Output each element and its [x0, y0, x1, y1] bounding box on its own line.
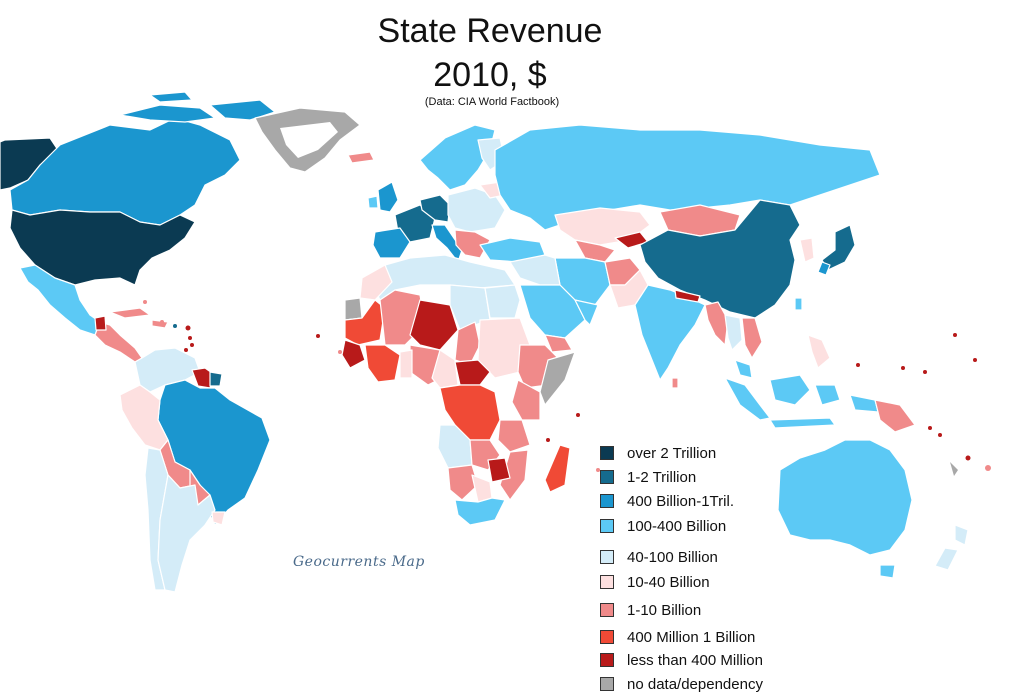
legend-item: 400 Million 1 Billion: [600, 627, 755, 647]
legend-label: 400 Billion-1Tril.: [627, 492, 734, 510]
legend-item: over 2 Trillion: [600, 443, 716, 463]
region-south-africa: [454, 497, 506, 526]
legend-label: 10-40 Billion: [627, 573, 710, 591]
region-new-zealand: [934, 524, 969, 571]
legend-swatch: [600, 575, 614, 589]
region-western-sahara: [344, 297, 363, 321]
region-germany: [419, 194, 451, 223]
legend-item: 10-40 Billion: [600, 572, 710, 592]
region-car: [454, 359, 491, 386]
region-malaysia: [734, 359, 753, 379]
region-india: [634, 284, 706, 381]
map-subtitle: 2010, $: [433, 56, 547, 94]
region-myanmar: [704, 301, 729, 346]
region-madagascar: [544, 444, 571, 493]
legend-swatch: [600, 494, 614, 508]
region-vietnam: [741, 317, 763, 359]
legend-item: less than 400 Million: [600, 650, 763, 670]
region-uzbek: [574, 239, 616, 263]
region-taiwan: [794, 297, 803, 311]
region-thailand: [724, 314, 743, 351]
legend-swatch: [600, 630, 614, 644]
region-eastern-europe: [447, 187, 506, 233]
region-chad: [454, 321, 481, 366]
region-balkans: [454, 229, 491, 259]
region-japan: [821, 224, 856, 271]
region-namibia: [447, 464, 479, 501]
legend-swatch: [600, 446, 614, 460]
legend-label: 1-2 Trillion: [627, 468, 697, 486]
region-canada: [9, 117, 241, 226]
legend-item: 1-2 Trillion: [600, 467, 696, 487]
region-ireland: [367, 195, 379, 209]
legend-item: 40-100 Billion: [600, 547, 718, 567]
region-tanzania: [497, 419, 531, 453]
region-png: [874, 399, 916, 433]
legend-swatch: [600, 677, 614, 691]
region-yemen: [544, 334, 573, 353]
region-zimbabwe: [487, 457, 511, 483]
region-canada-islands: [119, 91, 276, 123]
map-credit: Geocurrents Map: [293, 554, 425, 570]
legend-swatch: [600, 603, 614, 617]
region-somalia: [539, 351, 576, 406]
region-iceland: [347, 151, 375, 164]
region-argentina: [157, 474, 216, 593]
legend-label: 40-100 Billion: [627, 548, 718, 566]
legend-swatch: [600, 550, 614, 564]
legend-label: less than 400 Million: [627, 651, 763, 669]
legend-label: 400 Million 1 Billion: [627, 628, 756, 646]
region-uk: [377, 181, 399, 213]
legend-swatch: [600, 470, 614, 484]
region-uruguay: [211, 511, 226, 526]
legend-item: 400 Billion-1Tril.: [600, 491, 734, 511]
legend-item: no data/dependency: [600, 674, 763, 694]
legend-swatch: [600, 519, 614, 533]
map-title: State Revenue: [377, 12, 603, 50]
region-congo: [439, 384, 501, 441]
legend-label: no data/dependency: [627, 675, 763, 693]
region-scandinavia: [419, 124, 496, 191]
region-china: [639, 199, 801, 319]
region-kenya: [511, 379, 541, 421]
region-philippines: [807, 334, 831, 369]
region-iberia: [372, 227, 411, 259]
region-nepal: [674, 289, 701, 303]
region-saudi: [519, 284, 586, 339]
region-srilanka: [671, 377, 679, 389]
region-indonesia: [724, 377, 771, 421]
region-korea: [799, 237, 815, 263]
region-west-coast: [341, 339, 366, 369]
region-oman: [574, 299, 599, 326]
region-botswana: [471, 474, 493, 503]
data-source: (Data: CIA World Factbook): [424, 96, 560, 108]
legend-item: 1-10 Billion: [600, 600, 701, 620]
legend-label: 1-10 Billion: [627, 601, 702, 619]
region-caribbean: [109, 307, 169, 329]
legend-swatch: [600, 653, 614, 667]
region-egypt: [484, 284, 521, 319]
legend-label: over 2 Trillion: [627, 444, 717, 462]
region-morocco: [359, 264, 393, 301]
region-australia: [777, 439, 913, 556]
legend-label: 100-400 Billion: [627, 517, 727, 535]
legend-item: 100-400 Billion: [600, 516, 726, 536]
